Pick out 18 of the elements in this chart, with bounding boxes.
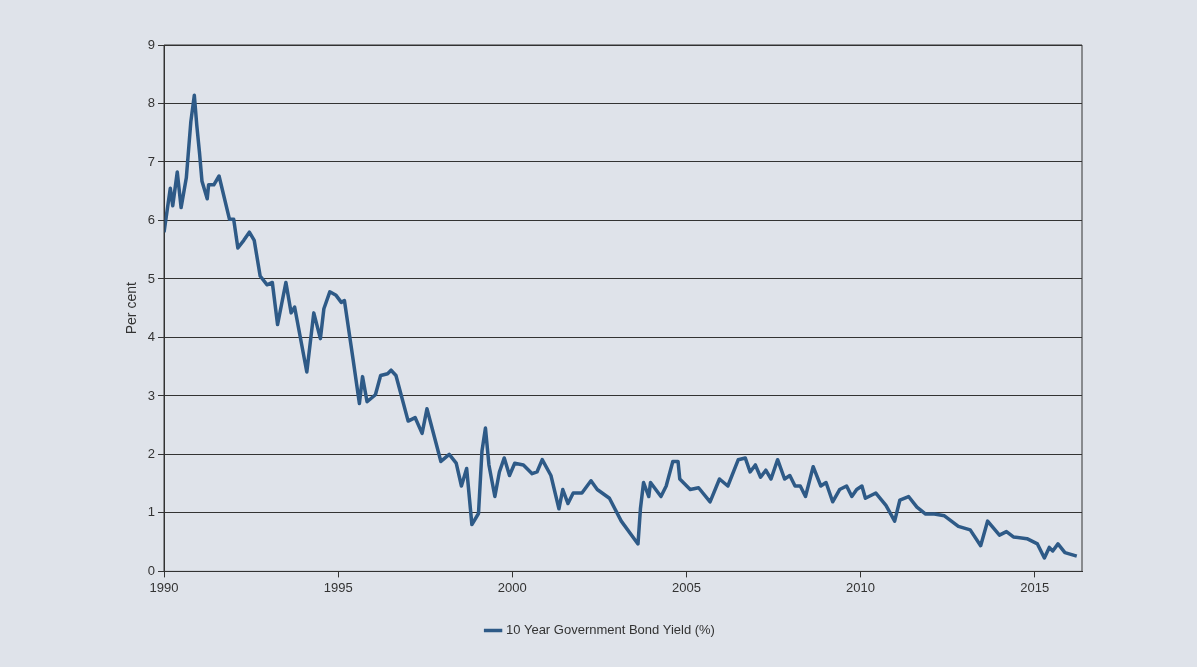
x-tick-label: 2000 xyxy=(497,579,527,595)
legend-label: 10 Year Government Bond Yield (%) xyxy=(506,622,715,638)
y-tick-label: 1 xyxy=(147,504,156,520)
y-tick-label: 3 xyxy=(147,387,156,403)
x-tick-label: 2005 xyxy=(671,579,701,595)
x-tick-label: 2010 xyxy=(846,579,875,595)
x-tick-label: 2015 xyxy=(1020,579,1050,595)
y-tick-label: 9 xyxy=(147,36,156,52)
y-tick-label: 8 xyxy=(147,95,156,111)
y-tick-label: 2 xyxy=(147,446,156,461)
y-tick-label: 0 xyxy=(147,562,156,578)
y-tick-label: 4 xyxy=(147,329,156,345)
y-tick-label: 6 xyxy=(147,212,156,228)
y-axis-title: Per cent xyxy=(123,282,140,335)
y-tick-label: 5 xyxy=(147,270,156,286)
y-tick-label: 7 xyxy=(147,153,156,169)
x-tick-label: 1990 xyxy=(149,579,179,595)
x-tick-label: 1995 xyxy=(323,579,353,595)
